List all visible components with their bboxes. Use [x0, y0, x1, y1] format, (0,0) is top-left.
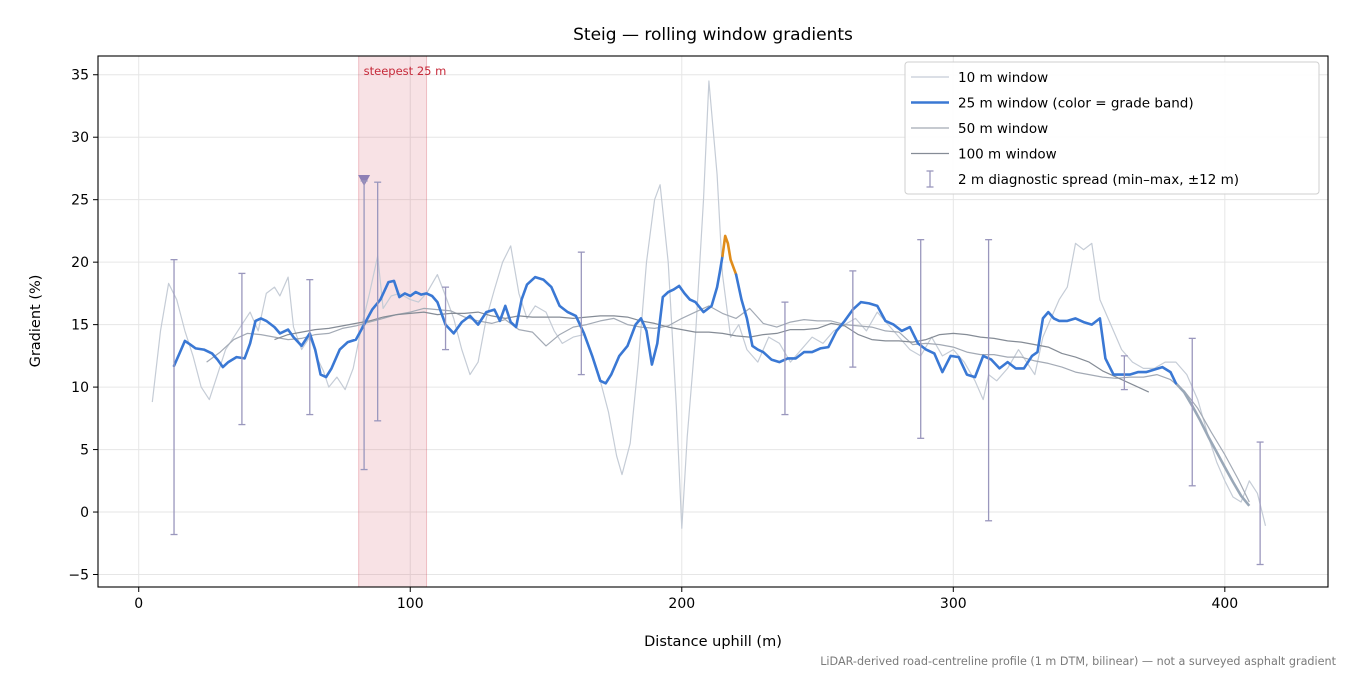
legend-item: 2 m diagnostic spread (min–max, ±12 m)	[926, 170, 1239, 188]
series-line-w50	[206, 305, 1250, 503]
steepest-span-label: steepest 25 m	[364, 64, 447, 78]
diagnostic-errorbar	[374, 181, 382, 422]
diagnostic-errorbar	[1188, 337, 1196, 487]
y-tick-label: 25	[71, 193, 89, 209]
series-line-w25_low	[1174, 382, 1251, 507]
series-line-25m	[734, 273, 1178, 385]
y-axis-label: Gradient (%)	[28, 275, 44, 368]
legend-label: 50 m window	[958, 121, 1048, 137]
x-tick-label: 200	[668, 596, 695, 612]
diagnostic-errorbar	[577, 251, 585, 376]
footnote: LiDAR-derived road-centreline profile (1…	[820, 655, 1336, 668]
series-line-w100	[274, 311, 1150, 393]
diagnostic-errorbar	[360, 180, 368, 471]
legend-label: 2 m diagnostic spread (min–max, ±12 m)	[958, 172, 1239, 188]
y-tick-label: 10	[71, 380, 89, 396]
diagnostic-errorbar	[781, 301, 789, 416]
x-tick-label: 100	[397, 596, 424, 612]
series-line-w10	[151, 80, 1267, 529]
legend-label: 25 m window (color = grade band)	[958, 96, 1194, 112]
diagnostic-errorbar	[1256, 441, 1264, 566]
x-axis-label: Distance uphill (m)	[644, 634, 782, 650]
diagnostic-errorbar	[849, 270, 857, 368]
x-tick-label: 300	[940, 596, 967, 612]
x-tick-label: 0	[134, 596, 143, 612]
y-tick-label: 30	[71, 130, 89, 146]
y-tick-label: 15	[71, 318, 89, 334]
diagnostic-errorbar	[306, 278, 314, 416]
y-tick-label: 5	[80, 443, 89, 459]
legend-item: 10 m window	[911, 70, 1048, 86]
y-tick-label: 20	[71, 255, 89, 271]
y-tick-label: 35	[71, 68, 89, 84]
diagnostic-errorbar	[1120, 355, 1128, 391]
diagnostic-errorbar	[442, 286, 450, 351]
chart-title: Steig — rolling window gradients	[573, 25, 853, 45]
plot-frame	[97, 55, 1329, 588]
series-line-25m-steep	[721, 234, 738, 276]
diagnostic-errorbar	[238, 272, 246, 426]
diagnostic-errorbar	[917, 239, 925, 439]
legend-label: 10 m window	[958, 70, 1048, 86]
legend-label: 100 m window	[958, 147, 1057, 163]
legend-box	[904, 61, 1320, 195]
legend-item: 25 m window (color = grade band)	[911, 96, 1194, 112]
diagnostic-errorbar	[170, 259, 178, 536]
legend-item: 50 m window	[911, 121, 1048, 137]
legend-item: 100 m window	[911, 147, 1057, 163]
diagnostic-errorbar	[985, 239, 993, 522]
y-tick-label: 0	[80, 505, 89, 521]
y-tick-label: −5	[68, 568, 89, 584]
x-tick-label: 400	[1211, 596, 1238, 612]
